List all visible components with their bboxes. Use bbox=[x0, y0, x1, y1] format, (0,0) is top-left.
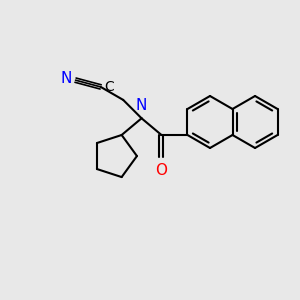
Text: O: O bbox=[155, 163, 167, 178]
Text: N: N bbox=[60, 71, 72, 86]
Text: C: C bbox=[105, 80, 114, 94]
Text: N: N bbox=[136, 98, 147, 113]
